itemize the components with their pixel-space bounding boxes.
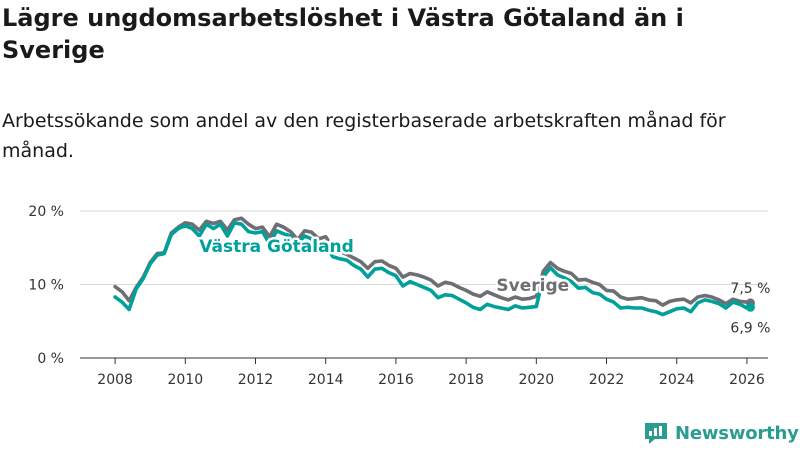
end-label-vastra-gotaland: 6,9 %	[730, 320, 770, 336]
end-label-sverige: 7,5 %	[730, 281, 770, 297]
x-tick-label: 2014	[308, 372, 344, 388]
series-annotation-se: Sverige	[496, 276, 569, 296]
chart-subtitle: Arbetssökande som andel av den registerb…	[2, 110, 726, 162]
brand-name: Newsworthy	[675, 422, 799, 444]
x-tick-label: 2010	[167, 372, 203, 388]
x-tick-label: 2016	[378, 372, 414, 388]
series-line-vg	[113, 220, 753, 317]
newsworthy-logo: Newsworthy	[643, 420, 799, 446]
brand-chart-icon	[645, 423, 667, 444]
x-tick-label: 2008	[97, 372, 133, 388]
chart-title: Lägre ungdomsarbetslöshet i Västra Götal…	[2, 4, 684, 64]
series-line-se	[113, 216, 753, 307]
y-tick-label: 10 %	[28, 278, 64, 294]
x-tick-label: 2024	[659, 372, 695, 388]
x-tick-label: 2022	[589, 372, 625, 388]
x-axis: 2008 2010 2012 2014 2016 2018 2020 2022 2024 2026	[80, 357, 768, 388]
x-tick-label: 2018	[448, 372, 484, 388]
series-annotation-vg: Västra Götaland	[199, 237, 354, 257]
y-tick-label: 20 %	[28, 204, 64, 220]
series-labels: 7,5 % 6,9 % Västra Götaland Sverige	[197, 235, 771, 337]
line-chart: 0 % 10 % 20 % 2008 2010 2012 2014 2016 2018 2020…	[28, 204, 771, 388]
gridlines	[80, 210, 768, 285]
x-tick-label: 2026	[729, 372, 765, 388]
y-tick-label: 0 %	[37, 351, 64, 367]
y-axis-ticks: 0 % 10 % 20 %	[28, 204, 64, 367]
series-lines	[113, 216, 755, 317]
end-point-vg	[745, 302, 755, 312]
x-tick-label: 2012	[238, 372, 274, 388]
x-tick-label: 2020	[519, 372, 555, 388]
